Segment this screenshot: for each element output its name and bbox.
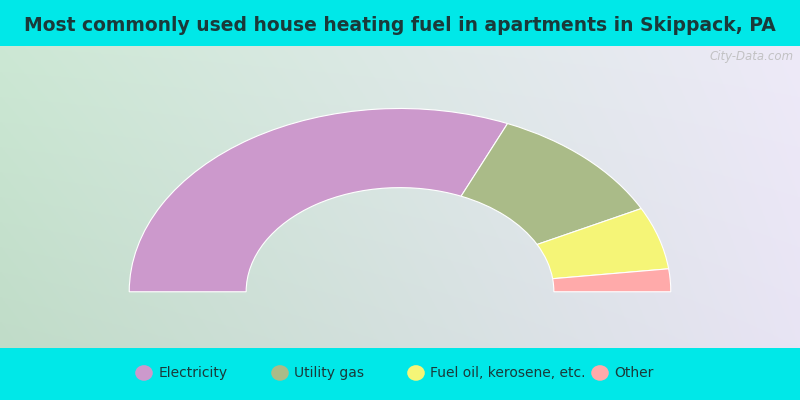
Text: Fuel oil, kerosene, etc.: Fuel oil, kerosene, etc. [430, 366, 586, 380]
Text: Electricity: Electricity [158, 366, 227, 380]
Wedge shape [130, 108, 507, 292]
Text: Most commonly used house heating fuel in apartments in Skippack, PA: Most commonly used house heating fuel in… [24, 16, 776, 35]
Ellipse shape [135, 365, 153, 381]
Text: Utility gas: Utility gas [294, 366, 364, 380]
Wedge shape [553, 269, 670, 292]
Ellipse shape [591, 365, 609, 381]
Text: City-Data.com: City-Data.com [710, 50, 794, 63]
Ellipse shape [407, 365, 425, 381]
Wedge shape [537, 208, 669, 279]
Text: Other: Other [614, 366, 654, 380]
Ellipse shape [271, 365, 289, 381]
Wedge shape [461, 124, 642, 244]
